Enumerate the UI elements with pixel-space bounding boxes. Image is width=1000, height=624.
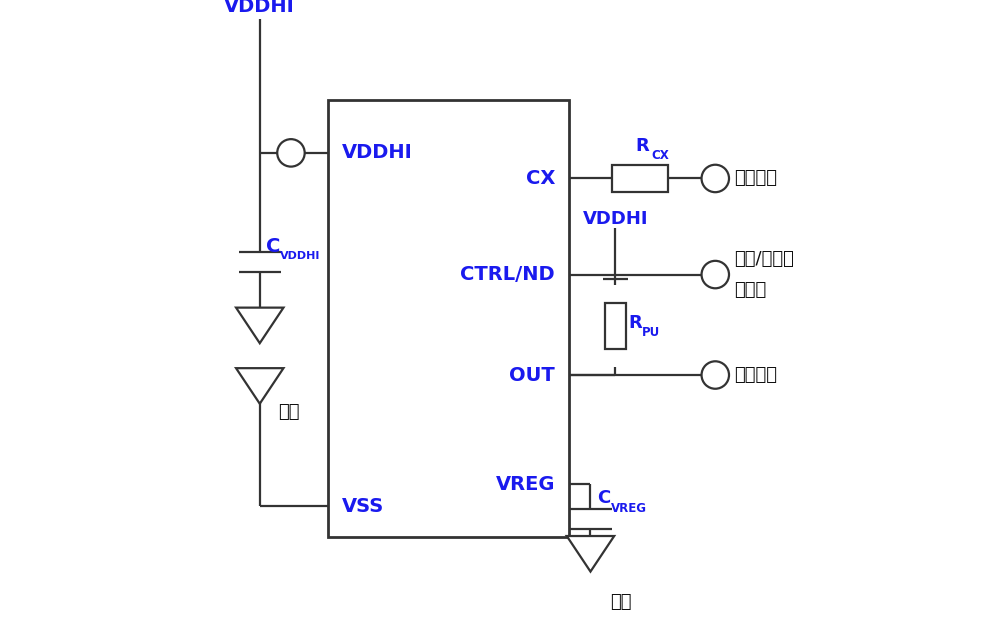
Text: 输出接口: 输出接口 [734, 366, 777, 384]
Text: 检测电极: 检测电极 [734, 170, 777, 187]
Text: C: C [597, 489, 610, 507]
Text: VREG: VREG [611, 502, 647, 515]
Text: VDDHI: VDDHI [342, 143, 413, 162]
Text: OUT: OUT [509, 366, 555, 384]
Text: VSS: VSS [342, 497, 384, 515]
Text: PU: PU [642, 326, 661, 339]
Circle shape [277, 139, 305, 167]
Polygon shape [567, 536, 614, 572]
Bar [328, 100, 569, 537]
Text: R: R [635, 137, 649, 155]
Text: R: R [628, 314, 642, 332]
Text: CTRL/ND: CTRL/ND [460, 265, 555, 284]
Circle shape [702, 165, 729, 192]
Text: CX: CX [526, 169, 555, 188]
Circle shape [702, 261, 729, 288]
Bar [612, 165, 668, 192]
Text: VDDHI: VDDHI [280, 251, 321, 261]
Text: VDDHI: VDDHI [583, 210, 648, 228]
Text: CX: CX [652, 149, 669, 162]
Circle shape [702, 361, 729, 389]
Text: C: C [266, 237, 280, 256]
Bar [605, 303, 626, 349]
Text: VREG: VREG [495, 475, 555, 494]
Text: 制接口: 制接口 [734, 281, 766, 299]
Text: 接地: 接地 [278, 403, 300, 421]
Text: VDDHI: VDDHI [224, 0, 295, 16]
Text: 输入/输出控: 输入/输出控 [734, 250, 794, 268]
Text: 接地: 接地 [610, 593, 632, 610]
Polygon shape [236, 368, 283, 404]
Polygon shape [236, 308, 283, 343]
